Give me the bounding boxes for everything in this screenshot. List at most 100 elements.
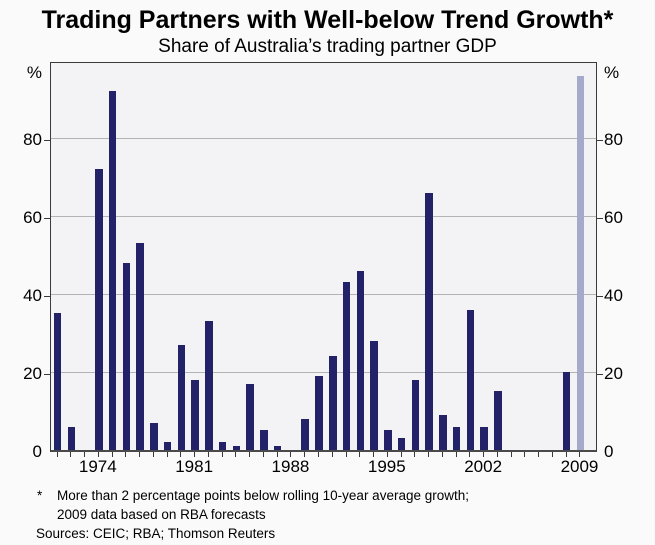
x-tick-1994 [373, 452, 375, 457]
x-tick-2007 [551, 452, 553, 457]
x-tick-label-1995: 1995 [367, 457, 406, 476]
x-tick-label-1974: 1974 [78, 457, 117, 476]
y-tick-right-60 [597, 218, 603, 219]
y-tick-left-60 [44, 218, 50, 219]
bar-1990 [315, 376, 323, 450]
bar-1971 [53, 313, 62, 450]
x-tick-label-2002: 2002 [464, 457, 503, 476]
bar-1980 [177, 345, 186, 450]
x-tick-1991 [331, 452, 333, 457]
x-tick-2001 [469, 452, 471, 457]
x-tick-1993 [359, 452, 361, 457]
x-tick-2005 [524, 452, 526, 457]
x-tick-label-2009: 2009 [560, 457, 599, 476]
x-tick-1980 [180, 452, 182, 457]
bar-1983 [218, 442, 227, 450]
y-tick-left-20 [44, 374, 50, 375]
x-tick-1992 [345, 452, 347, 457]
x-tick-2006 [538, 452, 540, 457]
x-tick-1998 [428, 452, 430, 457]
x-tick-1985 [249, 452, 251, 457]
y-tick-left-40 [44, 296, 50, 297]
y-tick-label-left-0: 0 [32, 442, 42, 461]
y-tick-right-80 [597, 140, 603, 141]
bar-2000 [452, 427, 461, 450]
chart-title: Trading Partners with Well-below Trend G… [41, 6, 614, 34]
x-tick-2003 [496, 452, 498, 457]
bar-1991 [329, 356, 337, 450]
x-tick-1984 [235, 452, 237, 457]
gridline-80 [51, 138, 596, 139]
x-tick-1982 [207, 452, 209, 457]
x-tick-1972 [70, 452, 72, 457]
bar-1995 [384, 430, 392, 450]
bar-1972 [67, 427, 75, 450]
y-tick-label-left-80: 80 [23, 130, 42, 149]
footnote-marker: * [37, 488, 43, 503]
x-tick-2002 [483, 452, 485, 457]
x-tick-1977 [139, 452, 141, 457]
y-axis-unit-left: % [26, 63, 42, 82]
bar-2001 [466, 310, 475, 450]
bar-2002 [480, 427, 488, 450]
y-tick-label-left-60: 60 [23, 208, 42, 227]
x-tick-2000 [455, 452, 457, 457]
x-tick-1978 [152, 452, 154, 457]
x-tick-1973 [84, 452, 86, 457]
x-tick-1997 [414, 452, 416, 457]
y-tick-label-right-0: 0 [604, 442, 614, 461]
bar-2009 [576, 76, 585, 450]
y-tick-label-left-20: 20 [23, 364, 42, 383]
x-tick-1986 [262, 452, 264, 457]
gridline-60 [51, 216, 596, 217]
x-tick-1995 [386, 452, 388, 457]
y-tick-label-right-60: 60 [604, 208, 623, 227]
y-tick-left-80 [44, 140, 50, 141]
x-tick-1983 [221, 452, 223, 457]
y-tick-label-right-80: 80 [604, 130, 623, 149]
x-tick-1987 [276, 452, 278, 457]
y-tick-label-right-20: 20 [604, 364, 623, 383]
bar-1989 [301, 419, 309, 450]
bar-1974 [95, 169, 103, 450]
y-axis-unit-right: % [604, 63, 620, 82]
bar-2003 [494, 391, 502, 450]
bar-1997 [411, 380, 420, 450]
footnote-sources: Sources: CEIC; RBA; Thomson Reuters [36, 526, 276, 541]
x-tick-1974 [97, 452, 99, 457]
bar-1978 [150, 423, 158, 450]
bar-1982 [205, 321, 213, 450]
bar-1981 [191, 380, 199, 450]
footnote-line2: 2009 data based on RBA forecasts [57, 507, 266, 522]
bar-1984 [232, 446, 241, 450]
bar-1975 [108, 91, 117, 450]
bar-1986 [260, 430, 268, 450]
x-tick-1975 [111, 452, 113, 457]
y-tick-label-right-40: 40 [604, 286, 623, 305]
y-tick-label-left-40: 40 [23, 286, 42, 305]
bar-1977 [136, 243, 144, 450]
x-tick-1989 [304, 452, 306, 457]
chart-subtitle: Share of Australia’s trading partner GDP [158, 36, 497, 57]
x-tick-1981 [194, 452, 196, 457]
x-tick-1988 [290, 452, 292, 457]
x-tick-1976 [125, 452, 127, 457]
x-tick-2008 [565, 452, 567, 457]
x-tick-label-1988: 1988 [271, 457, 310, 476]
bar-1992 [342, 282, 351, 450]
footnote-line1: More than 2 percentage points below roll… [57, 488, 469, 503]
gridline-40 [51, 294, 596, 295]
bar-1996 [397, 438, 406, 450]
bar-1993 [356, 271, 365, 450]
y-tick-right-20 [597, 374, 603, 375]
x-tick-label-1981: 1981 [175, 457, 214, 476]
bar-1979 [163, 442, 172, 450]
x-tick-1996 [400, 452, 402, 457]
bar-2008 [562, 372, 571, 450]
x-tick-1990 [317, 452, 319, 457]
x-tick-2004 [510, 452, 512, 457]
y-tick-right-40 [597, 296, 603, 297]
bar-1985 [246, 384, 254, 450]
bar-1994 [370, 341, 378, 450]
